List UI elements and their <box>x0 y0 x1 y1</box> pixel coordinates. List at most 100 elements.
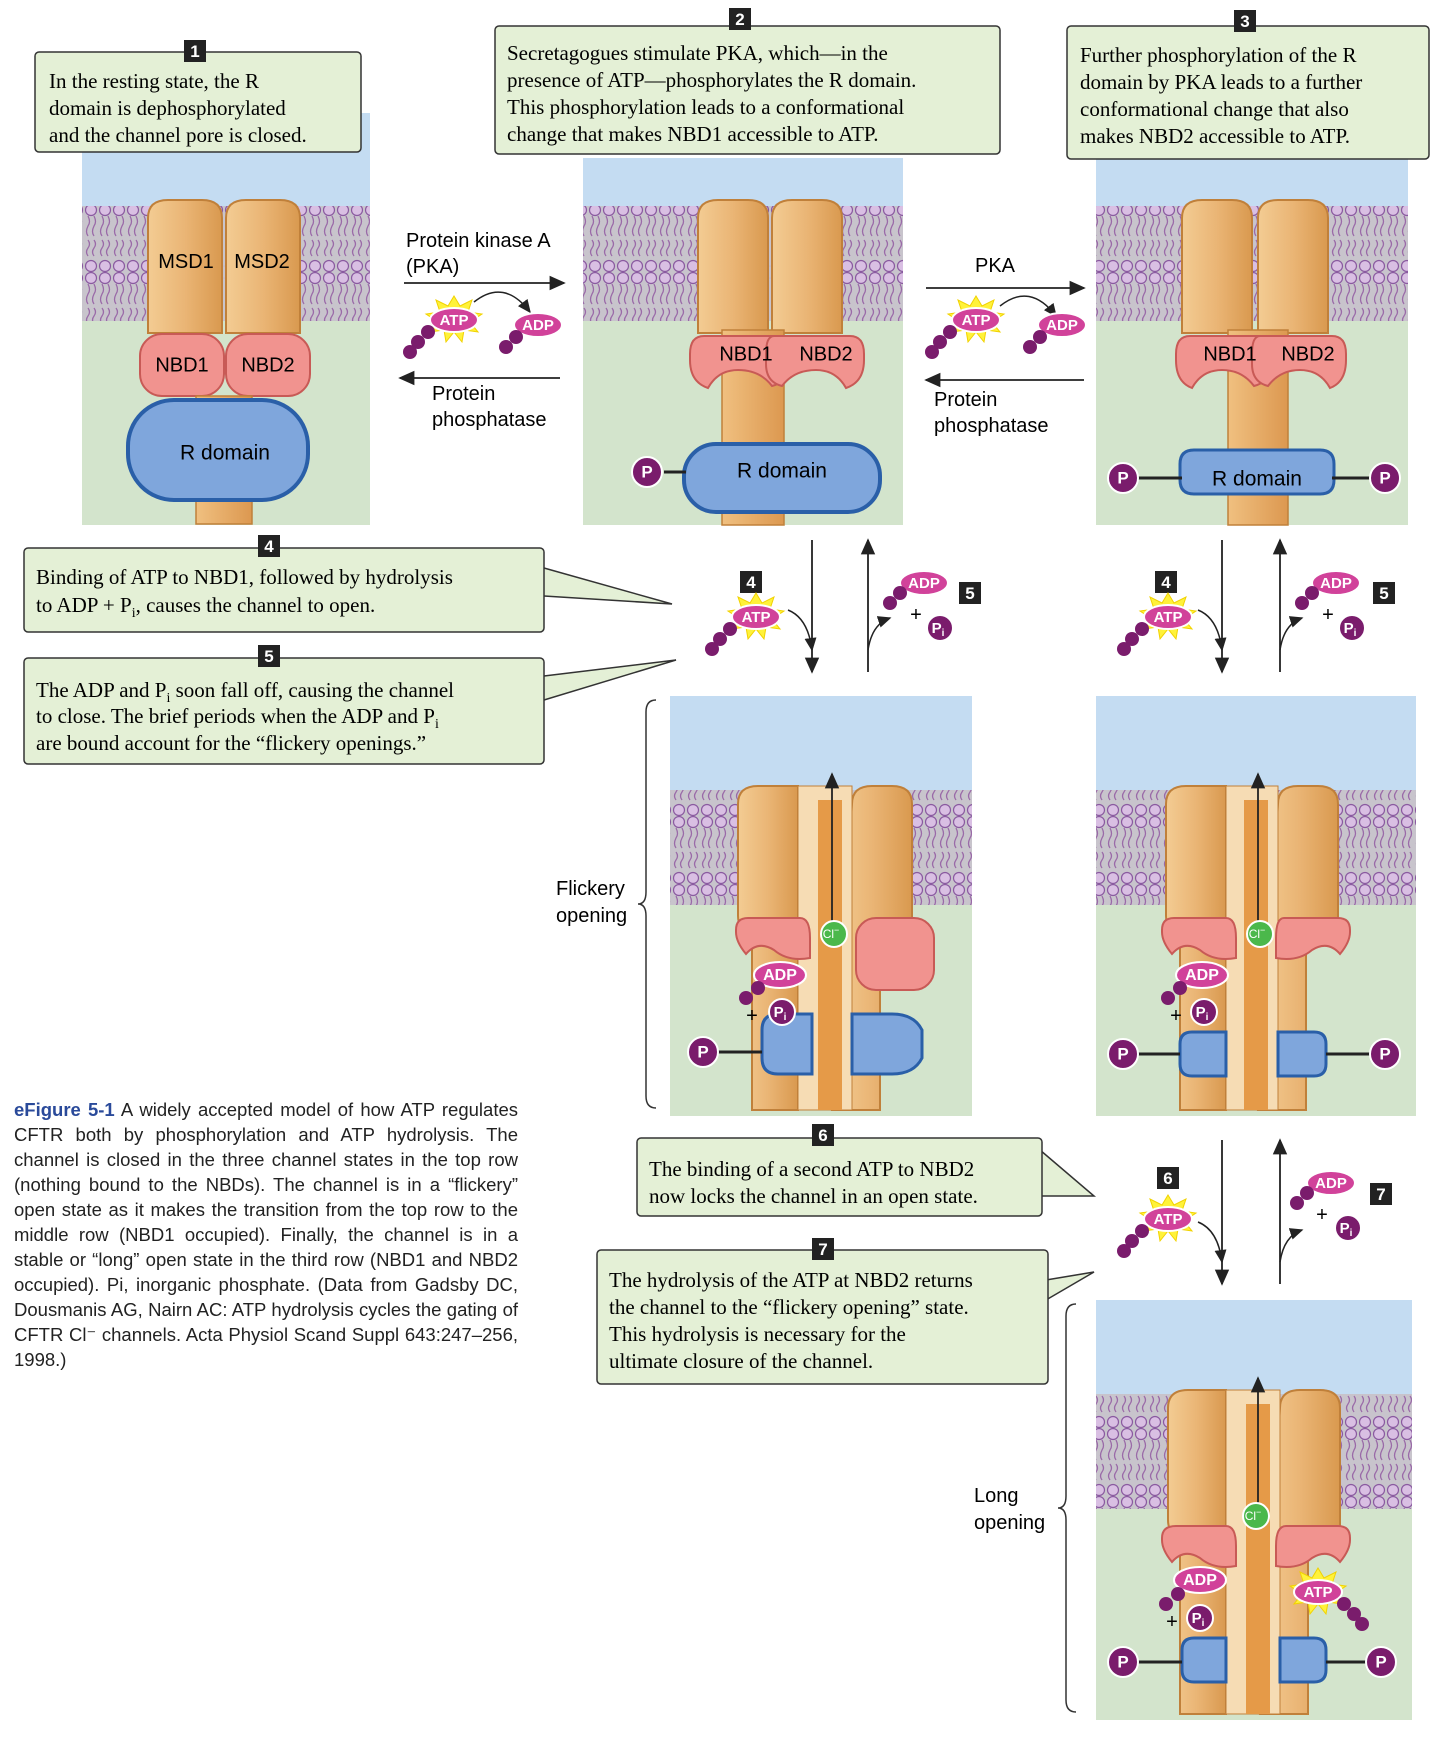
callout-step-4: 4 Binding of ATP to NBD1, followed by hy… <box>23 535 673 633</box>
step-number: 5 <box>965 584 974 603</box>
pka-reaction-1: Protein kinase A (PKA) Protein phosphata… <box>398 230 566 431</box>
pi-label: Pi <box>932 620 945 639</box>
plus-sign: + <box>1322 604 1334 626</box>
adp-icon <box>1306 1170 1356 1196</box>
step-badge-6 <box>812 1124 834 1146</box>
msd1-label: MSD1 <box>158 251 214 273</box>
phosphate-bead <box>1290 1196 1304 1210</box>
adp-molecule: ADP <box>883 570 949 610</box>
adp-label: ADP <box>1183 1572 1217 1589</box>
atp-bound-nbd2: ATP <box>1289 1567 1369 1631</box>
nbd1-domain <box>139 333 225 397</box>
chloride-ion-icon <box>1242 1502 1270 1530</box>
phosphate-bead <box>925 345 939 359</box>
chloride-label: Cl− <box>1249 925 1266 941</box>
plus-sign: + <box>746 1005 758 1027</box>
pore-core <box>1244 800 1268 1110</box>
adp-label: ADP <box>1320 575 1352 592</box>
phosphate-bead <box>499 340 513 354</box>
step-number: 7 <box>1376 1185 1385 1204</box>
phosphate-bead <box>509 330 523 344</box>
extracellular-region <box>670 696 972 790</box>
callout-text-line: Binding of ATP to NBD1, followed by hydr… <box>36 565 453 589</box>
phosphate-label: P <box>1117 1044 1128 1063</box>
nbd2-domain <box>855 917 935 991</box>
callout-pointer <box>1039 1149 1097 1197</box>
extracellular-region <box>1096 1300 1412 1394</box>
pi-label: Pi <box>1344 620 1357 639</box>
adp-icon <box>1037 312 1087 338</box>
chloride-label: Cl− <box>1245 1507 1262 1523</box>
step-number: 6 <box>818 1126 827 1145</box>
transition-4-5-right: 4 5 ATP ADP + Pi <box>1117 538 1395 674</box>
callout-step-7: 7 The hydrolysis of the ATP at NBD2 retu… <box>596 1238 1095 1385</box>
callout-text-line: domain by PKA leads to a further <box>1080 70 1362 94</box>
inorganic-phosphate-icon <box>1334 1214 1362 1242</box>
callout-box <box>23 547 545 633</box>
phosphate-bead <box>1117 642 1131 656</box>
atp-label: ATP <box>1304 1584 1333 1601</box>
msd1-domain <box>697 199 769 334</box>
callout-text-line: and the channel pore is closed. <box>49 123 307 147</box>
transition-4-5-middle: 4 5 ATP ADP + Pi <box>705 538 981 674</box>
phosphate-icon <box>1369 462 1401 494</box>
phosphate-icon <box>1365 1646 1397 1678</box>
nbd2-label: NBD2 <box>1281 343 1334 365</box>
nbd1-label: NBD1 <box>1203 343 1256 365</box>
phosphate-label: P <box>641 462 652 481</box>
phosphate-bead <box>1033 330 1047 344</box>
figure-caption: eFigure 5-1 A widely accepted model of h… <box>14 1097 518 1372</box>
nbd1-domain <box>1161 1525 1237 1568</box>
adp-label: ADP <box>763 967 797 984</box>
step-badge-7 <box>1370 1183 1392 1205</box>
phosphate-bead <box>893 586 907 600</box>
phosphate-icon <box>1107 1646 1139 1678</box>
callout-text-line: This hydrolysis is necessary for the <box>609 1322 906 1346</box>
curved-arrow <box>473 291 531 314</box>
transition-6-7: 6 7 ATP ADP + Pi <box>1117 1138 1392 1286</box>
nbd1-domain <box>1161 917 1237 960</box>
r-domain <box>1278 1636 1328 1684</box>
curved-arrow <box>1279 1228 1304 1263</box>
curved-arrow <box>867 616 892 651</box>
phosphate-label: P <box>1117 468 1128 487</box>
r-domain <box>1180 1636 1228 1684</box>
step-number: 3 <box>1240 12 1249 31</box>
caption-text: A widely accepted model of how ATP regul… <box>14 1099 518 1370</box>
r-domain <box>126 398 310 502</box>
r-domain <box>1178 1030 1228 1078</box>
inorganic-phosphate-icon <box>1338 614 1366 642</box>
atp-icon <box>1143 1206 1193 1232</box>
nbd2-label: NBD2 <box>241 354 294 376</box>
phosphate-bead <box>421 325 435 339</box>
atp-icon <box>951 307 1001 333</box>
panel-2-nbd1-accessible: NBD1 NBD2 R domain P <box>583 158 903 526</box>
phosphatase-label-line2: phosphatase <box>934 415 1049 437</box>
pka-label-line1: Protein kinase A <box>406 230 551 252</box>
callout-text-line: domain is dephosphorylated <box>49 96 286 120</box>
callout-text-line: conformational change that also <box>1080 97 1349 121</box>
figure-number: eFigure 5-1 <box>14 1099 115 1120</box>
phosphatase-label-line1: Protein <box>432 383 495 405</box>
callout-text-line: the channel to the “flickery opening” st… <box>609 1295 969 1319</box>
step-number: 5 <box>264 647 273 666</box>
msd1-domain <box>147 199 223 334</box>
step-number: 1 <box>190 42 199 61</box>
extracellular-region <box>583 158 903 206</box>
nbd2-domain <box>765 335 865 390</box>
inorganic-phosphate-icon <box>1186 1604 1214 1632</box>
adp-icon <box>1175 961 1229 989</box>
phosphate-bead <box>1125 632 1139 646</box>
msd2-domain <box>771 199 843 334</box>
r-domain <box>1276 1030 1328 1078</box>
step-badge-2 <box>729 8 751 30</box>
step-badge-5 <box>258 645 280 667</box>
phosphate-bead <box>713 632 727 646</box>
pi-label: Pi <box>1196 1004 1209 1023</box>
callout-text-line: The ADP and Pi soon fall off, causing th… <box>36 678 454 706</box>
step-number: 4 <box>746 573 756 592</box>
curved-arrow <box>1197 609 1227 652</box>
callout-text-line: Secretagogues stimulate PKA, which—in th… <box>507 41 888 65</box>
phosphate-bead <box>411 335 425 349</box>
